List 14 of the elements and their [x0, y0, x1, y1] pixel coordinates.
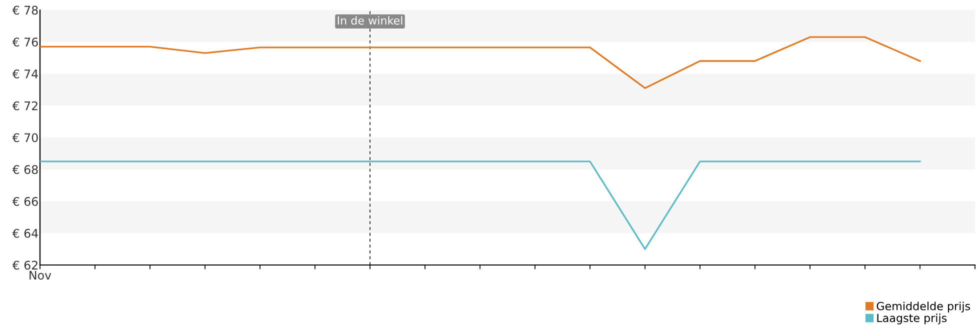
y-tick-label: € 78	[12, 6, 38, 15]
y-tick-label: € 66	[12, 196, 38, 206]
y-tick-label: € 68	[12, 165, 38, 174]
y-tick-label: € 70	[12, 133, 38, 142]
y-tick-label: € 64	[12, 228, 38, 238]
y-tick-label: € 72	[12, 101, 38, 110]
y-tick-label: € 62	[12, 260, 38, 270]
legend-label: Gemiddelde prijs	[876, 302, 970, 312]
line-series	[40, 36, 921, 89]
y-tick-label: € 74	[12, 69, 38, 78]
x-tick-label: Nov	[30, 270, 52, 280]
legend-label: Laagste prijs	[877, 314, 947, 324]
y-tick-label: € 76	[12, 38, 38, 47]
annotation: In de winkel	[338, 16, 402, 25]
